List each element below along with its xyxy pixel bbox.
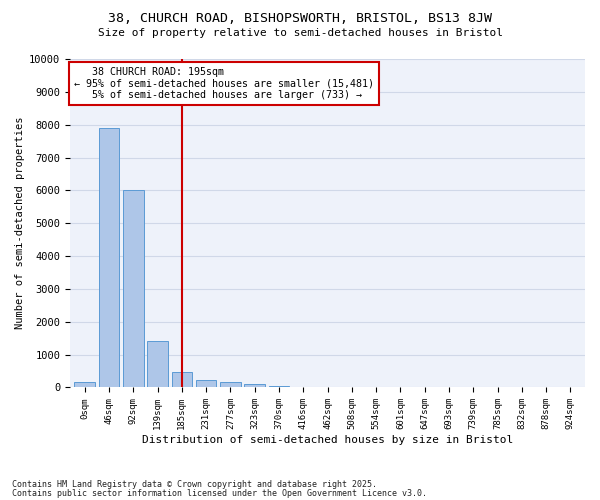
Text: 38 CHURCH ROAD: 195sqm
← 95% of semi-detached houses are smaller (15,481)
   5% : 38 CHURCH ROAD: 195sqm ← 95% of semi-det… — [74, 67, 374, 100]
Text: Contains public sector information licensed under the Open Government Licence v3: Contains public sector information licen… — [12, 488, 427, 498]
Bar — [220, 382, 241, 388]
Text: Contains HM Land Registry data © Crown copyright and database right 2025.: Contains HM Land Registry data © Crown c… — [12, 480, 377, 489]
Text: Size of property relative to semi-detached houses in Bristol: Size of property relative to semi-detach… — [97, 28, 503, 38]
Bar — [147, 342, 168, 388]
Bar — [98, 128, 119, 388]
Text: 38, CHURCH ROAD, BISHOPSWORTH, BRISTOL, BS13 8JW: 38, CHURCH ROAD, BISHOPSWORTH, BRISTOL, … — [108, 12, 492, 26]
Y-axis label: Number of semi-detached properties: Number of semi-detached properties — [15, 117, 25, 330]
Bar — [244, 384, 265, 388]
Bar — [196, 380, 217, 388]
Bar — [74, 382, 95, 388]
Bar — [123, 190, 143, 388]
X-axis label: Distribution of semi-detached houses by size in Bristol: Distribution of semi-detached houses by … — [142, 435, 513, 445]
Bar — [269, 386, 289, 388]
Bar — [172, 372, 192, 388]
